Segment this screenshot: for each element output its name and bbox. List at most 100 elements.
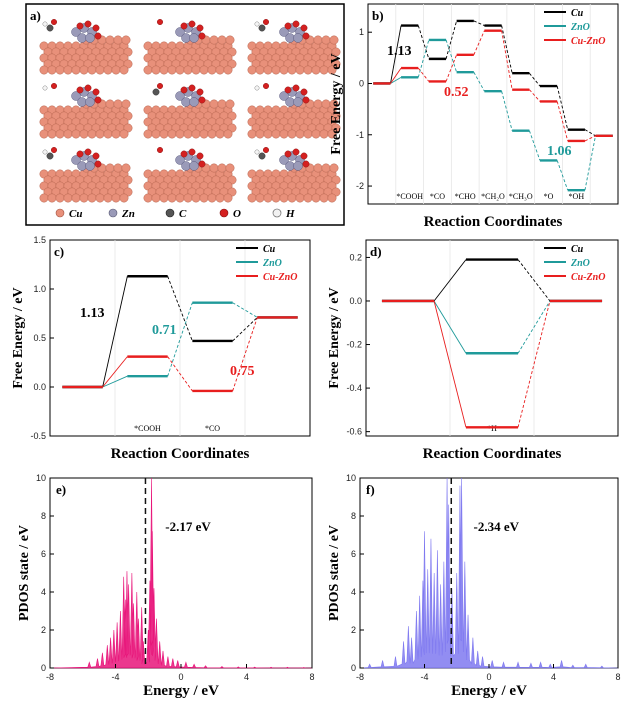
zn-atom: [293, 97, 303, 107]
cu-atom: [303, 129, 313, 139]
o-atom: [196, 88, 204, 96]
zn-atom: [285, 161, 295, 171]
cu-atom: [119, 129, 129, 139]
zn-atom: [293, 33, 303, 43]
x-axis-title: Energy / eV: [451, 683, 527, 699]
cu-atom: [143, 65, 153, 75]
cu-atom: [103, 65, 113, 75]
slab-model: [247, 82, 341, 139]
cu-atom: [311, 65, 321, 75]
o-atom: [51, 82, 58, 89]
cu-atom: [215, 65, 225, 75]
energy-connector: [473, 30, 485, 55]
value-annotation: 1.06: [547, 144, 572, 159]
value-annotation: 1.13: [387, 44, 412, 59]
o-atom: [284, 86, 292, 94]
cu-atom: [105, 99, 115, 109]
cu-atom: [313, 163, 323, 173]
cu-atom: [313, 99, 323, 109]
x-axis-title: Reaction Coordinates: [423, 446, 562, 462]
x-category-label: *CH₃O: [509, 192, 533, 201]
value-annotation: 0.52: [444, 85, 469, 100]
h-atom: [42, 85, 48, 91]
y-tick-label: 6: [41, 549, 46, 559]
cu-atom: [151, 65, 161, 75]
energy-connector: [584, 135, 596, 142]
y-axis-title: PDOS state / eV: [17, 525, 32, 621]
x-axis-title: Reaction Coordinates: [424, 214, 563, 230]
y-tick-label: 8: [351, 511, 356, 521]
cu-atom: [303, 193, 313, 203]
zn-atom: [279, 27, 289, 37]
cu-atom: [287, 193, 297, 203]
y-tick-label: 0: [41, 663, 46, 673]
energy-connector: [529, 89, 541, 102]
energy-connector: [556, 85, 569, 130]
chart-e-pdos: -2.17 eV -8 -4 0 4 8 0 2 4 6 8 10 e) PDOS state / eV E…: [17, 473, 315, 699]
o-atom: [156, 146, 163, 153]
energy-connector: [390, 25, 402, 84]
y-tick-label: -1: [356, 130, 364, 140]
cu-atom: [111, 193, 121, 203]
cu-atom: [263, 65, 273, 75]
o-atom: [92, 152, 100, 160]
y-tick-label: 0.0: [33, 382, 46, 392]
zn-atom: [285, 97, 295, 107]
cu-atom: [103, 193, 113, 203]
plot-frame: [365, 239, 619, 437]
energy-connector: [445, 20, 458, 59]
cu-atom: [47, 193, 57, 203]
o-atom: [284, 150, 292, 158]
o-atom: [94, 160, 102, 168]
cu-atom: [327, 129, 337, 139]
cu-atom: [329, 99, 339, 109]
zn-atom: [285, 33, 295, 43]
y-tick-label: 0.5: [33, 333, 46, 343]
y-tick-label: 0.2: [349, 252, 362, 262]
energy-connector: [390, 76, 402, 84]
o-atom: [198, 32, 206, 40]
energy-connector: [556, 160, 569, 191]
y-tick-label: -2: [356, 181, 364, 191]
cu-atom: [105, 163, 115, 173]
cu-atom: [87, 65, 97, 75]
zn-atom: [85, 33, 95, 43]
chart-b-free-energy-diagram: -2-101*COOH *CO *CHO *CH₂O *CH₃O *O *OHCuZnOCu…: [329, 3, 619, 230]
cu-atom: [113, 163, 123, 173]
cu-atom: [287, 129, 297, 139]
zn-atom: [181, 33, 191, 43]
x-tick-label: -8: [46, 672, 54, 682]
legend-label: ZnO: [570, 22, 590, 33]
y-tick-label: 0: [359, 78, 364, 88]
energy-connector: [102, 276, 128, 388]
cu-atom: [217, 163, 227, 173]
zn-atom: [189, 161, 199, 171]
cu-atom: [329, 163, 339, 173]
cu-atom: [199, 193, 209, 203]
o-atom: [84, 148, 92, 156]
y-tick-label: -0.4: [346, 383, 362, 393]
y-tick-label: 1.5: [33, 235, 46, 245]
o-atom: [196, 24, 204, 32]
x-tick-label: 4: [244, 672, 249, 682]
o-atom: [180, 86, 188, 94]
y-tick-label: 4: [41, 587, 46, 597]
x-category-label: *COOH: [396, 192, 423, 201]
o-atom: [302, 160, 310, 168]
o-atom: [300, 88, 308, 96]
energy-connector: [528, 130, 541, 161]
zn-atom: [279, 155, 289, 165]
energy-connector: [417, 25, 430, 60]
y-tick-label: 0.0: [349, 296, 362, 306]
cu-atom: [113, 99, 123, 109]
cu-atom: [271, 129, 281, 139]
o-atom: [76, 86, 84, 94]
cu-atom: [105, 35, 115, 45]
zn-atom: [77, 33, 87, 43]
cu-atom: [79, 65, 89, 75]
o-atom: [196, 152, 204, 160]
series-cu-zno: [62, 316, 298, 393]
legend-h-label: H: [285, 208, 295, 220]
series-zno: [373, 38, 613, 192]
